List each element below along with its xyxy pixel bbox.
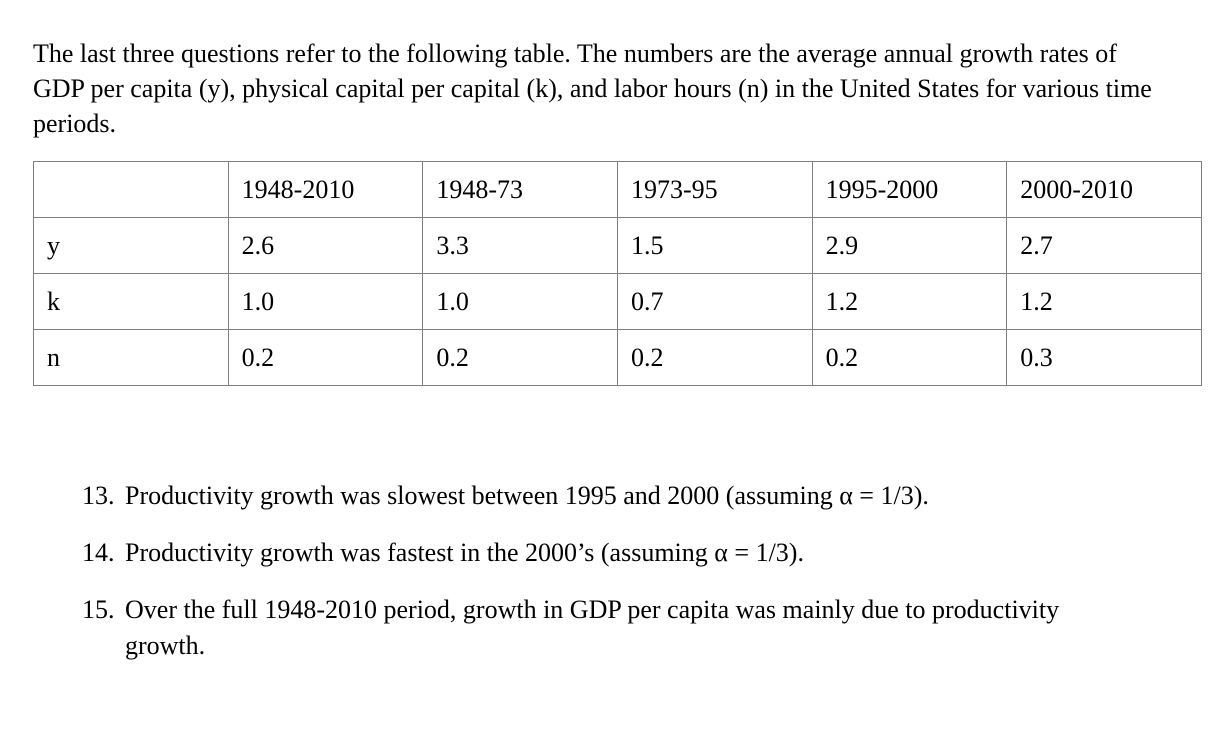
row-label-cell: k xyxy=(33,273,229,330)
table-row-k: k 1.0 1.0 0.7 1.2 1.2 xyxy=(33,273,1202,330)
question-item-15: 15. Over the full 1948-2010 period, grow… xyxy=(82,592,1202,664)
value-cell: 0.2 xyxy=(422,329,618,386)
value-cell: 2.9 xyxy=(811,217,1008,274)
value-cell: 0.7 xyxy=(616,273,813,330)
question-number: 13. xyxy=(82,481,115,510)
question-text: Productivity growth was slowest between … xyxy=(125,481,929,510)
value-cell: 0.2 xyxy=(616,329,813,386)
value-cell: 2.7 xyxy=(1006,217,1202,274)
question-text: Over the full 1948-2010 period, growth i… xyxy=(125,595,1060,660)
value-cell: 0.2 xyxy=(227,329,424,386)
question-item-13: 13. Productivity growth was slowest betw… xyxy=(82,478,1202,514)
value-cell: 1.2 xyxy=(1006,273,1202,330)
question-item-14: 14. Productivity growth was fastest in t… xyxy=(82,535,1202,571)
row-label-cell: n xyxy=(33,329,229,386)
question-number: 14. xyxy=(82,538,115,567)
document-page: The last three questions refer to the fo… xyxy=(33,39,1202,664)
value-cell: 0.2 xyxy=(811,329,1008,386)
header-cell-1973-95: 1973-95 xyxy=(616,161,813,218)
value-cell: 3.3 xyxy=(422,217,618,274)
question-text: Productivity growth was fastest in the 2… xyxy=(125,538,804,567)
question-list: 13. Productivity growth was slowest betw… xyxy=(82,478,1202,664)
question-number: 15. xyxy=(82,595,115,624)
header-cell-2000-2010: 2000-2010 xyxy=(1006,161,1202,218)
header-cell-1995-2000: 1995-2000 xyxy=(811,161,1008,218)
header-cell-1948-73: 1948-73 xyxy=(422,161,618,218)
table-header-row: 1948-2010 1948-73 1973-95 1995-2000 2000… xyxy=(33,161,1202,218)
value-cell: 1.0 xyxy=(227,273,424,330)
growth-rates-table: 1948-2010 1948-73 1973-95 1995-2000 2000… xyxy=(33,161,1202,386)
table-row-n: n 0.2 0.2 0.2 0.2 0.3 xyxy=(33,329,1202,386)
intro-paragraph: The last three questions refer to the fo… xyxy=(33,39,1152,138)
value-cell: 1.0 xyxy=(422,273,618,330)
table-row-y: y 2.6 3.3 1.5 2.9 2.7 xyxy=(33,217,1202,274)
row-label-cell: y xyxy=(33,217,229,274)
header-cell-blank xyxy=(33,161,229,218)
value-cell: 0.3 xyxy=(1006,329,1202,386)
value-cell: 1.5 xyxy=(616,217,813,274)
header-cell-1948-2010: 1948-2010 xyxy=(227,161,424,218)
value-cell: 1.2 xyxy=(811,273,1008,330)
value-cell: 2.6 xyxy=(227,217,424,274)
